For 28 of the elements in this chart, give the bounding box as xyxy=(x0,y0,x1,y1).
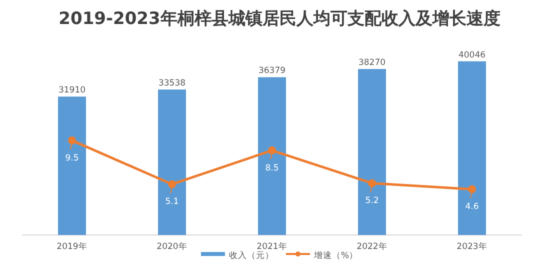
legend-label: 增速（%） xyxy=(312,250,358,261)
x-tick-label: 2022年 xyxy=(356,241,388,252)
data-label: 4.6 xyxy=(465,202,479,212)
data-label: 9.5 xyxy=(65,153,79,164)
point xyxy=(268,146,276,154)
data-label: 38270 xyxy=(358,58,386,68)
point xyxy=(468,185,476,194)
data-label: 5.1 xyxy=(165,197,179,208)
data-label: 33538 xyxy=(158,78,186,89)
data-label: 31910 xyxy=(58,86,86,96)
bar xyxy=(158,90,186,235)
bar xyxy=(458,61,486,235)
point xyxy=(168,180,176,188)
data-label: 36379 xyxy=(258,66,286,76)
x-tick-label: 2020年 xyxy=(156,241,188,252)
data-label: 5.2 xyxy=(365,196,379,206)
chart-title: 2019-2023年桐梓县城镇居民人均可支配收入及增长速度 xyxy=(58,9,500,29)
bar xyxy=(58,96,86,235)
bar xyxy=(258,77,286,235)
x-tick-label: 2023年 xyxy=(456,241,488,252)
point xyxy=(68,136,76,144)
data-label: 40046 xyxy=(458,50,486,60)
x-tick-label: 2019年 xyxy=(56,241,88,252)
point xyxy=(368,179,376,188)
data-label: 8.5 xyxy=(265,163,279,174)
bar xyxy=(358,69,386,235)
x-tick-label: 2021年 xyxy=(256,241,288,252)
legend-label: 收入（元） xyxy=(228,250,274,261)
